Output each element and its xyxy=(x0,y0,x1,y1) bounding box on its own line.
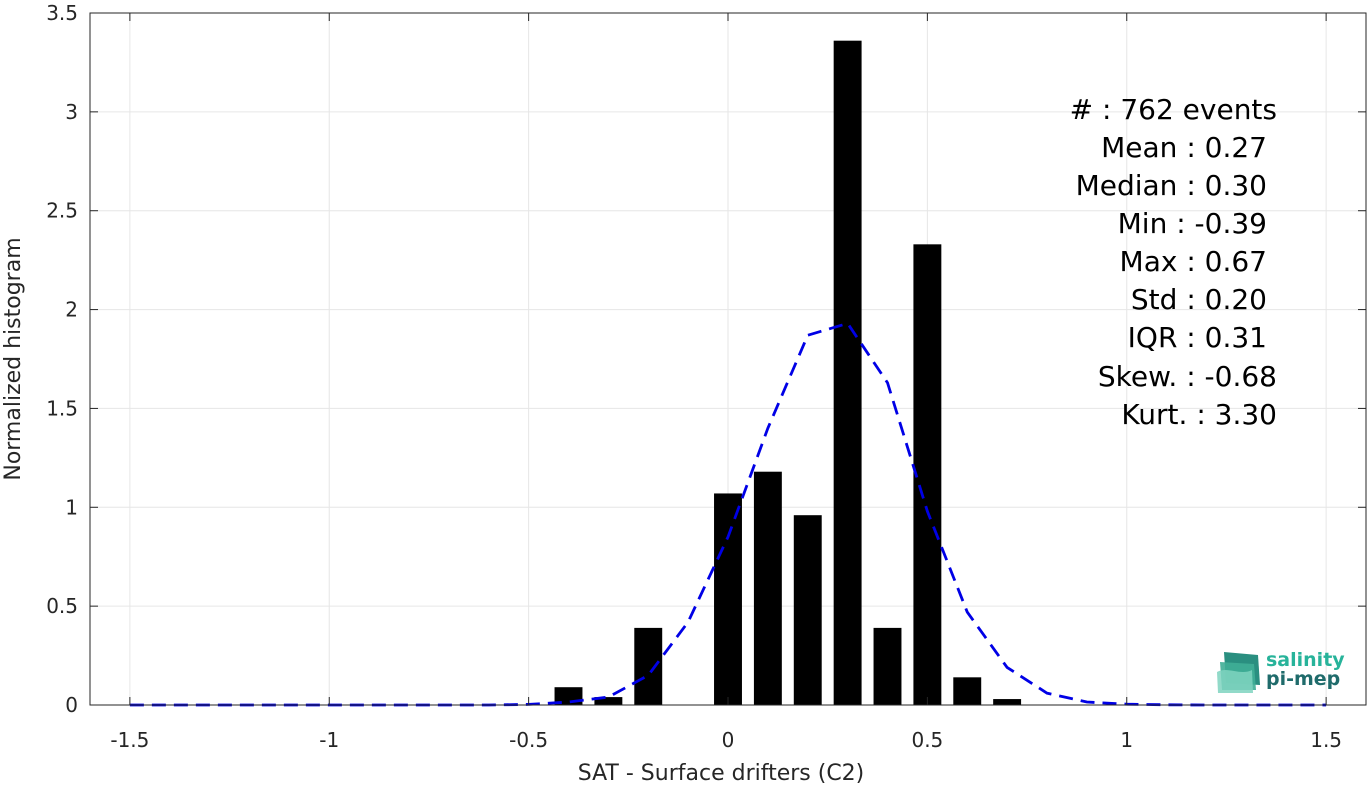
histogram-bar xyxy=(793,515,822,705)
histogram-bars xyxy=(554,40,1022,706)
stat-min: Min : -0.39 xyxy=(1118,207,1267,240)
histogram-bar xyxy=(714,493,742,705)
stat-std: Std : 0.20 xyxy=(1131,283,1267,316)
stat-kurt: Kurt. : 3.30 xyxy=(1121,398,1277,431)
stat-skew: Skew. : -0.68 xyxy=(1098,360,1277,393)
histogram-bar xyxy=(913,244,942,705)
statistics-annotations: # : 762 events Mean : 0.27 Median : 0.30… xyxy=(1070,93,1277,431)
x-axis-label: SAT - Surface drifters (C2) xyxy=(578,761,865,785)
x-tick-label: -1 xyxy=(319,728,339,752)
histogram-bar xyxy=(833,40,862,706)
stat-mean: Mean : 0.27 xyxy=(1101,131,1267,164)
axis-ticks xyxy=(90,12,1366,706)
x-tick-label: -1.5 xyxy=(110,728,149,752)
y-tick-label: 2 xyxy=(65,298,78,322)
y-tick-label: 3.5 xyxy=(46,1,78,25)
y-tick-label: 3 xyxy=(65,100,78,124)
y-axis-label: Normalized histogram xyxy=(1,237,26,480)
wave-logo-icon xyxy=(1217,652,1260,693)
x-tick-label: 1 xyxy=(1120,728,1133,752)
stat-iqr: IQR : 0.31 xyxy=(1128,321,1267,354)
salinity-pimep-logo: salinity pi-mep xyxy=(1217,649,1345,693)
histogram-bar xyxy=(953,677,982,705)
stat-median: Median : 0.30 xyxy=(1076,169,1267,202)
histogram-bar xyxy=(634,627,663,705)
x-tick-label: -0.5 xyxy=(509,728,548,752)
histogram-bar xyxy=(993,699,1022,705)
histogram-bar xyxy=(753,471,782,705)
histogram-bar xyxy=(873,627,902,705)
y-tick-label: 1 xyxy=(65,495,78,519)
y-tick-labels: 0 0.5 1 1.5 2 2.5 3 3.5 xyxy=(46,1,78,717)
stat-events: # : 762 events xyxy=(1070,93,1277,126)
histogram-bar xyxy=(594,697,623,705)
x-tick-labels: -1.5 -1 -0.5 0 0.5 1 1.5 xyxy=(110,728,1342,752)
y-tick-label: 1.5 xyxy=(46,396,78,420)
y-tick-label: 0 xyxy=(65,693,78,717)
x-tick-label: 1.5 xyxy=(1310,728,1342,752)
logo-text-pimep: pi-mep xyxy=(1266,668,1340,690)
y-tick-label: 2.5 xyxy=(46,199,78,223)
x-tick-label: 0 xyxy=(722,728,735,752)
x-tick-label: 0.5 xyxy=(911,728,943,752)
y-tick-label: 0.5 xyxy=(46,594,78,618)
stat-max: Max : 0.67 xyxy=(1120,245,1267,278)
logo-text-salinity: salinity xyxy=(1266,649,1345,671)
